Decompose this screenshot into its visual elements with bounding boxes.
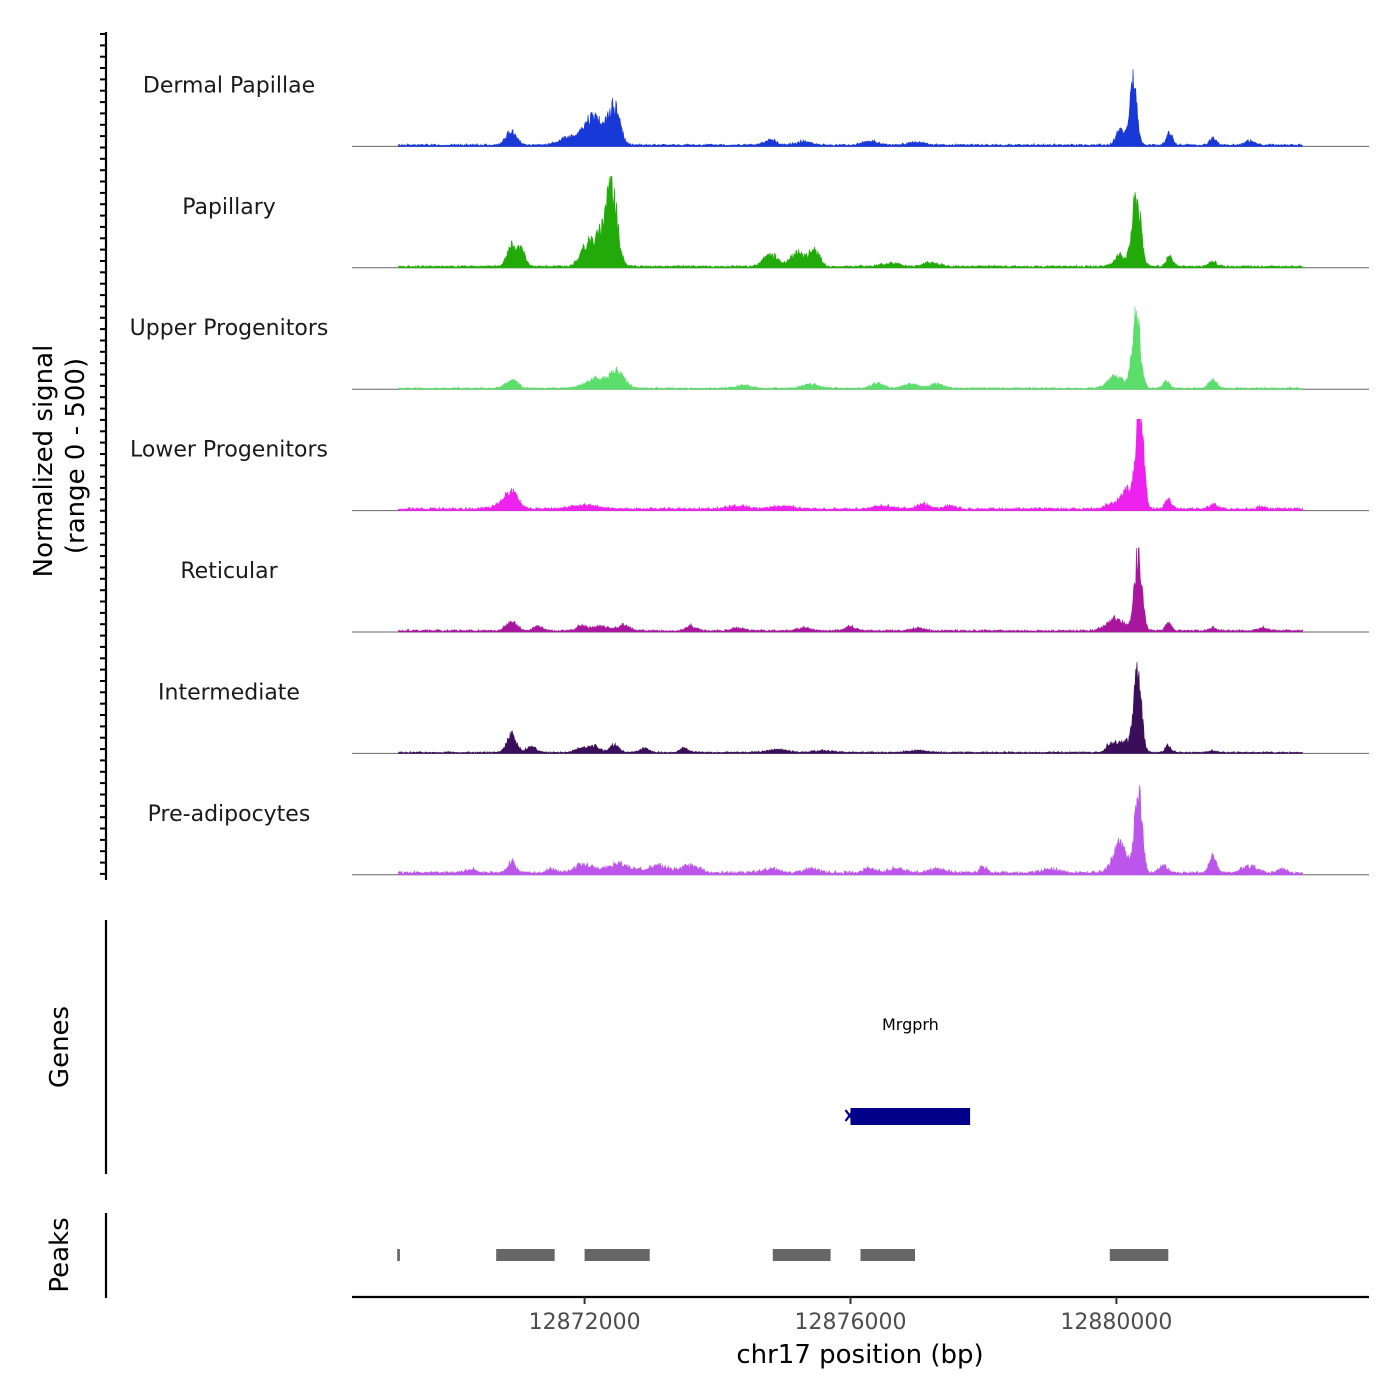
track-papillary: Papillary [182, 176, 1369, 269]
genes-track: Mrgprh [844, 1015, 971, 1125]
genes-panel-label: Genes [45, 1006, 75, 1088]
signal-tracks: Dermal Papillae Papillary Upper Progenitor… [130, 69, 1369, 876]
signal-y-axis-ticks [100, 33, 106, 875]
peak-region [584, 1249, 650, 1261]
peaks-panel-label: Peaks [45, 1217, 75, 1292]
signal-area [398, 306, 1303, 390]
x-axis-title: chr17 position (bp) [736, 1340, 983, 1370]
peaks-track [397, 1249, 1169, 1261]
x-tick-label: 12876000 [795, 1310, 907, 1335]
peak-region [397, 1249, 400, 1261]
gene-label: Mrgprh [882, 1015, 939, 1034]
track-pre-adipocytes: Pre-adipocytes [148, 784, 1369, 876]
gene-strand-marker [844, 1109, 855, 1122]
track-lower-progenitors: Lower Progenitors [130, 418, 1369, 512]
track-label: Papillary [182, 195, 276, 220]
peak-region [1109, 1249, 1169, 1261]
signal-area [398, 784, 1303, 876]
signal-area [398, 69, 1303, 147]
track-label: Dermal Papillae [143, 73, 315, 98]
track-label: Reticular [180, 559, 278, 584]
peak-region [772, 1249, 831, 1261]
track-upper-progenitors: Upper Progenitors [130, 306, 1369, 390]
track-reticular: Reticular [180, 547, 1369, 633]
peak-region [496, 1249, 555, 1261]
signal-area [398, 547, 1303, 633]
track-intermediate: Intermediate [158, 661, 1369, 754]
x-tick-label: 12880000 [1060, 1310, 1172, 1335]
peak-region [860, 1249, 915, 1261]
x-tick-label: 12872000 [529, 1310, 641, 1335]
track-label: Pre-adipocytes [148, 802, 311, 827]
track-label: Upper Progenitors [130, 316, 329, 341]
y-axis-title-line2: (range 0 - 500) [61, 358, 91, 554]
track-label: Intermediate [158, 680, 300, 705]
track-label: Lower Progenitors [130, 438, 328, 463]
track-dermal-papillae: Dermal Papillae [143, 69, 1369, 147]
x-axis-ticks: 12872000 12876000 12880000 [529, 1297, 1172, 1335]
gene-body [850, 1108, 971, 1125]
signal-area [398, 661, 1303, 754]
signal-area [398, 176, 1303, 269]
y-axis-title-line1: Normalized signal [29, 345, 59, 578]
signal-area [398, 418, 1303, 512]
